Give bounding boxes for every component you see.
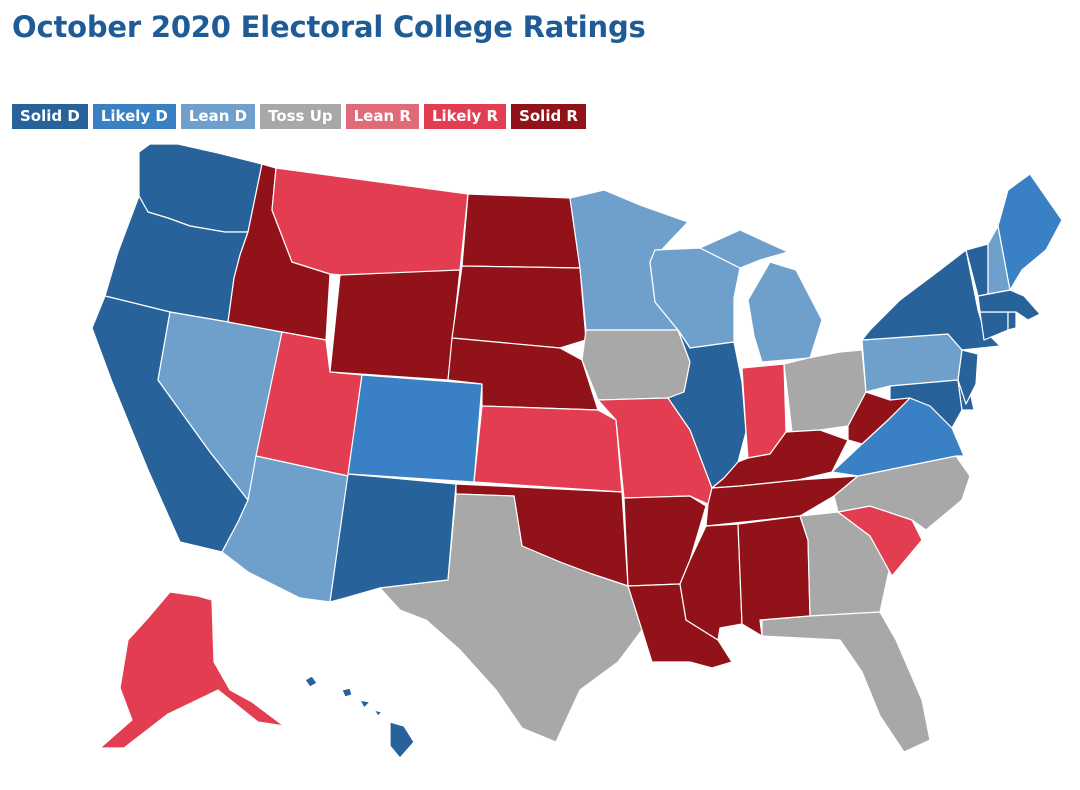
legend-likely-d[interactable]: Likely D: [92, 104, 176, 129]
state-florida[interactable]: Florida: [761, 611, 931, 753]
state-alaska[interactable]: Alaska: [99, 591, 285, 749]
legend-lean-r[interactable]: Lean R: [345, 104, 419, 129]
legend-label: Lean R: [353, 107, 411, 125]
rating-legend: Solid D Likely D Lean D Toss Up Lean R L…: [12, 104, 586, 129]
state-wyoming[interactable]: Wyoming: [329, 269, 461, 381]
state-new-jersey[interactable]: New Jersey: [957, 349, 979, 405]
state-west-virginia[interactable]: West Virginia: [847, 391, 913, 445]
state-hawaii[interactable]: Hawaii: [304, 675, 415, 759]
page-title: October 2020 Electoral College Ratings: [12, 10, 646, 44]
legend-toss-up[interactable]: Toss Up: [260, 104, 341, 129]
legend-likely-r[interactable]: Likely R: [423, 104, 507, 129]
state-maine[interactable]: Maine: [997, 173, 1063, 291]
legend-label: Solid R: [519, 107, 578, 125]
legend-label: Toss Up: [268, 107, 333, 125]
legend-lean-d[interactable]: Lean D: [180, 104, 256, 129]
state-colorado[interactable]: Colorado: [347, 374, 483, 483]
legend-solid-r[interactable]: Solid R: [511, 104, 586, 129]
state-montana[interactable]: Montana: [271, 167, 469, 277]
state-iowa[interactable]: Iowa: [581, 329, 691, 401]
state-massachusetts[interactable]: Massachusetts: [977, 289, 1041, 321]
state-kentucky[interactable]: Kentucky: [711, 429, 849, 489]
legend-label: Likely D: [100, 107, 168, 125]
legend-solid-d[interactable]: Solid D: [12, 104, 88, 129]
state-rhode-island[interactable]: Rhode Island: [1007, 311, 1017, 331]
state-north-dakota[interactable]: North Dakota: [461, 193, 581, 269]
state-south-dakota[interactable]: South Dakota: [451, 265, 587, 349]
legend-label: Solid D: [20, 107, 80, 125]
state-kansas[interactable]: Kansas: [473, 405, 623, 493]
legend-label: Lean D: [188, 107, 248, 125]
state-connecticut[interactable]: Connecticut: [979, 311, 1009, 341]
state-texas[interactable]: Texas: [379, 493, 643, 743]
state-michigan[interactable]: Michigan: [699, 229, 823, 363]
legend-label: Likely R: [431, 107, 499, 125]
